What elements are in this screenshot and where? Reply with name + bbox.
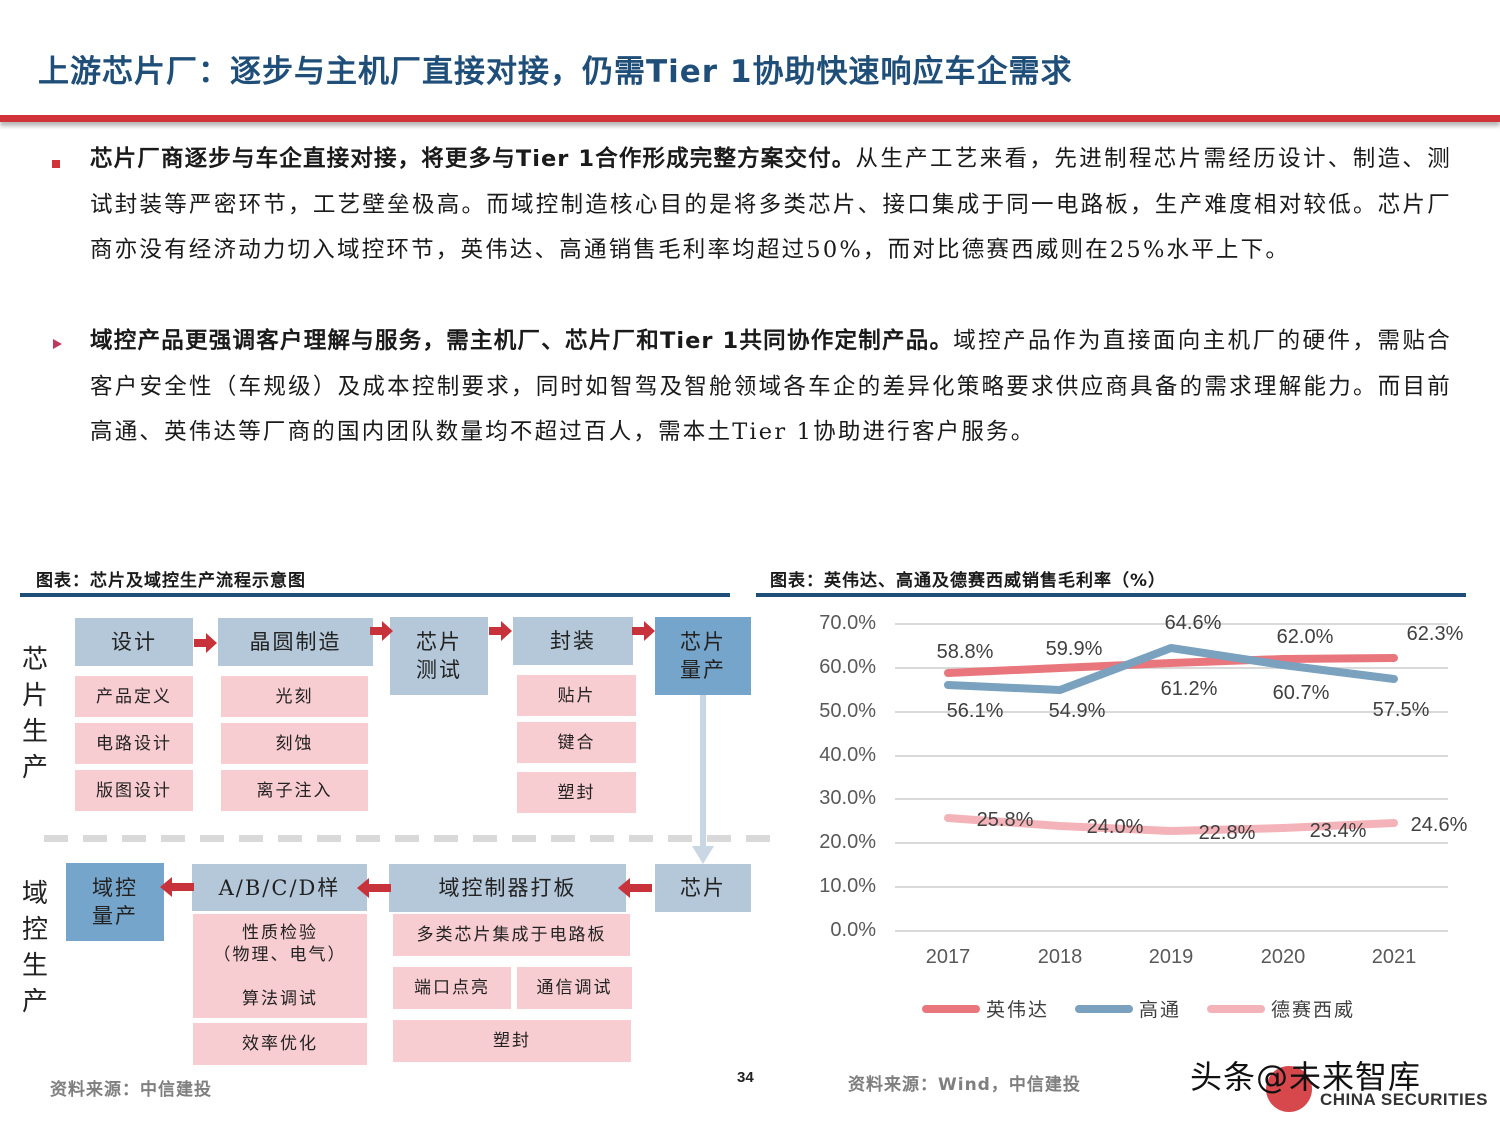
bullet-1-text: 从生产工艺来看，先进制程芯片需经历设计、制造、测试封装等严密环节，工艺壁垒极高。… — [90, 146, 1452, 263]
arrow-right-icon — [370, 621, 393, 641]
substep: 端口点亮 — [393, 967, 511, 1009]
legend-desay: 德赛西威 — [1207, 995, 1355, 1022]
chart-title: 图表：英伟达、高通及德赛西威销售毛利率（%） — [770, 571, 1167, 591]
substep: 贴片 — [517, 675, 636, 716]
x-tick: 2017 — [925, 946, 971, 968]
data-label: 62.0% — [1276, 626, 1334, 648]
flow-diagram-rule — [20, 593, 730, 597]
substep: 光刻 — [221, 676, 368, 717]
y-tick: 70.0% — [819, 612, 876, 634]
data-label: 24.6% — [1410, 814, 1468, 836]
x-tick: 2018 — [1037, 946, 1083, 968]
page-title: 上游芯片厂：逐步与主机厂直接对接，仍需Tier 1协助快速响应车企需求 — [38, 54, 1073, 90]
section-separator — [44, 835, 774, 842]
legend-swatch — [1207, 1004, 1265, 1013]
substep: 通信调试 — [517, 967, 632, 1009]
arrow-right-icon — [194, 633, 217, 653]
x-tick: 2020 — [1260, 946, 1306, 968]
data-label: 23.4% — [1309, 820, 1367, 842]
data-label: 25.8% — [976, 809, 1034, 831]
bullet-2-text: 域控产品作为直接面向主机厂的硬件，需贴合客户安全性（车规级）及成本控制要求，同时… — [90, 328, 1452, 445]
chart-source: 资料来源：Wind，中信建投 — [848, 1075, 1081, 1095]
step-chip-test: 芯片 测试 — [390, 617, 488, 695]
data-label: 58.8% — [936, 641, 994, 663]
substep: 产品定义 — [75, 676, 193, 717]
substep: 性质检验 （物理、电气） 算法调试 — [193, 914, 367, 1018]
data-label: 57.5% — [1372, 699, 1430, 721]
substep: 多类芯片集成于电路板 — [393, 914, 630, 956]
bullet-arrow-icon — [53, 339, 62, 349]
connector-line — [700, 695, 706, 847]
title-divider — [0, 115, 1500, 122]
data-label: 54.9% — [1048, 700, 1106, 722]
flow-diagram-title: 图表：芯片及域控生产流程示意图 — [36, 571, 306, 591]
step-wafer-fab: 晶圆制造 — [218, 618, 373, 666]
flow-diagram-source: 资料来源：中信建投 — [50, 1080, 212, 1100]
y-tick: 20.0% — [819, 831, 876, 853]
arrow-right-icon — [632, 621, 655, 641]
series-qualcomm — [944, 644, 1398, 694]
chip-production-label: 芯 片 生 产 — [21, 645, 48, 783]
legend-swatch — [922, 1004, 980, 1013]
substep: 离子注入 — [221, 770, 368, 811]
substep: 键合 — [517, 722, 636, 763]
china-securities-logo-icon — [1266, 1066, 1312, 1112]
step-abcd-samples: A/B/C/D样 — [192, 864, 367, 911]
substep: 版图设计 — [75, 770, 193, 811]
watermark: 头条@未来智库 — [1190, 1058, 1422, 1096]
data-label: 24.0% — [1086, 816, 1144, 838]
y-tick: 0.0% — [830, 919, 876, 941]
data-label: 60.7% — [1272, 682, 1330, 704]
arrow-left-icon — [618, 878, 652, 898]
page-number: 34 — [737, 1069, 754, 1086]
chart-rule — [756, 593, 1466, 597]
arrow-left-icon — [357, 878, 391, 898]
arrow-down-icon — [692, 846, 714, 864]
data-label: 61.2% — [1160, 678, 1218, 700]
substep: 效率优化 — [193, 1023, 367, 1065]
x-tick: 2021 — [1371, 946, 1417, 968]
legend-swatch — [1075, 1004, 1133, 1013]
data-label: 59.9% — [1045, 638, 1103, 660]
bullet-1-lead: 芯片厂商逐步与车企直接对接，将更多与Tier 1合作形成完整方案交付。 — [90, 146, 856, 172]
y-tick: 40.0% — [819, 744, 876, 766]
substep: 塑封 — [393, 1020, 631, 1062]
x-tick: 2019 — [1148, 946, 1194, 968]
series-nvidia — [944, 654, 1398, 677]
bullet-square-icon — [52, 160, 60, 168]
step-design: 设计 — [75, 618, 193, 666]
step-domain-mass-production: 域控 量产 — [66, 863, 164, 941]
y-tick: 30.0% — [819, 787, 876, 809]
step-board-build: 域控制器打板 — [389, 864, 626, 912]
substep: 塑封 — [517, 772, 636, 813]
arrow-right-icon — [489, 621, 512, 641]
gridlines — [895, 623, 1448, 932]
substep: 刻蚀 — [221, 723, 368, 764]
y-tick: 60.0% — [819, 656, 876, 678]
step-chip-mass-production: 芯片 量产 — [655, 617, 751, 695]
data-label: 22.8% — [1198, 822, 1256, 844]
bullet-paragraph-1: 芯片厂商逐步与车企直接对接，将更多与Tier 1合作形成完整方案交付。从生产工艺… — [90, 137, 1452, 274]
bullet-2-lead: 域控产品更强调客户理解与服务，需主机厂、芯片厂和Tier 1共同协作定制产品。 — [90, 328, 954, 354]
legend-nvidia: 英伟达 — [922, 995, 1049, 1022]
y-tick: 10.0% — [819, 875, 876, 897]
series-desay — [944, 814, 1398, 835]
arrow-left-icon — [160, 877, 194, 897]
legend-qualcomm: 高通 — [1075, 995, 1181, 1022]
step-packaging: 封装 — [513, 617, 633, 665]
bullet-paragraph-2: 域控产品更强调客户理解与服务，需主机厂、芯片厂和Tier 1共同协作定制产品。域… — [90, 319, 1452, 456]
brand-name: CHINA SECURITIES — [1320, 1090, 1488, 1109]
y-tick: 50.0% — [819, 700, 876, 722]
substep: 电路设计 — [75, 723, 193, 764]
domain-production-label: 域 控 生 产 — [21, 879, 48, 1017]
step-chip: 芯片 — [655, 864, 751, 912]
data-label: 64.6% — [1164, 612, 1222, 634]
data-label: 56.1% — [946, 700, 1004, 722]
data-label: 62.3% — [1406, 623, 1464, 645]
